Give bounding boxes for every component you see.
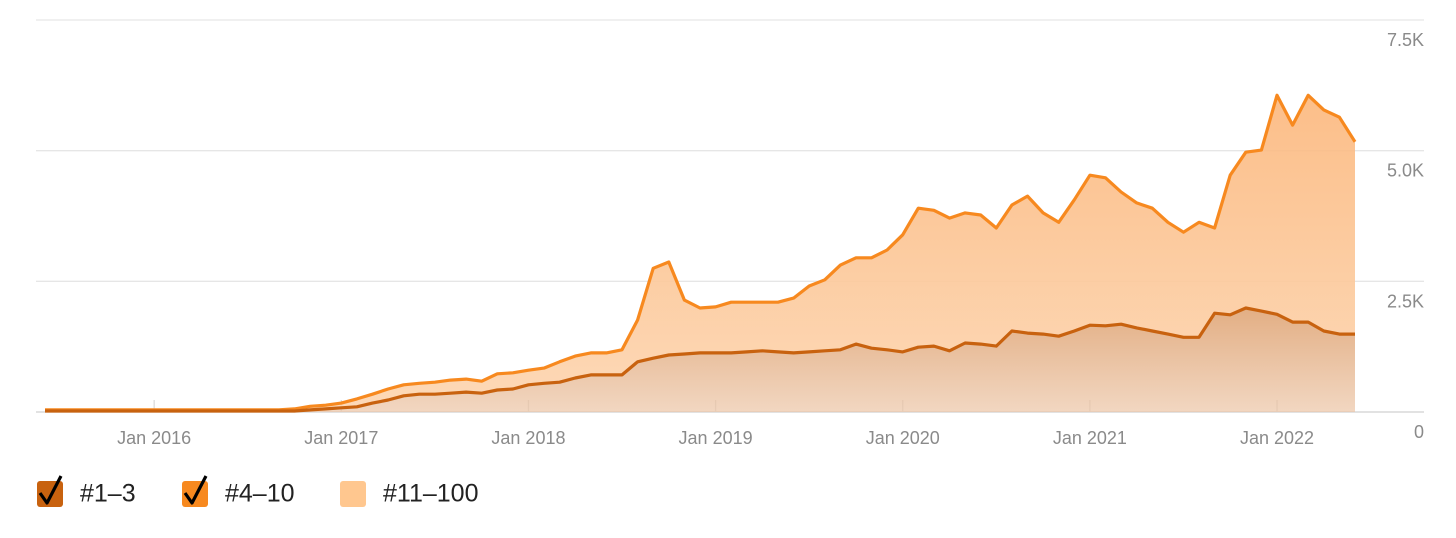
legend-checkbox[interactable]: [340, 481, 366, 507]
legend-label: #11–100: [383, 480, 478, 508]
legend-item[interactable]: #11–100: [340, 480, 478, 508]
x-tick-label: Jan 2020: [866, 428, 940, 448]
y-tick-label: 7.5K: [1387, 30, 1424, 50]
legend-item[interactable]: #4–10: [182, 475, 295, 508]
y-tick-label: 0: [1414, 422, 1424, 442]
x-tick-label: Jan 2018: [491, 428, 565, 448]
line: [45, 306, 1355, 413]
legend-label: #1–3: [80, 480, 136, 508]
y-tick-label: 2.5K: [1387, 291, 1424, 311]
x-tick-label: Jan 2021: [1053, 428, 1127, 448]
y-tick-label: 5.0K: [1387, 161, 1424, 181]
legend-item[interactable]: #1–3: [37, 475, 136, 508]
legend-label: #4–10: [225, 480, 295, 508]
x-tick-label: Jan 2019: [679, 428, 753, 448]
checkmark: [38, 475, 63, 505]
x-tick-label: Jan 2017: [304, 428, 378, 448]
checkmark: [183, 475, 208, 505]
x-tick-label: Jan 2016: [117, 428, 191, 448]
x-tick-label: Jan 2022: [1240, 428, 1314, 448]
